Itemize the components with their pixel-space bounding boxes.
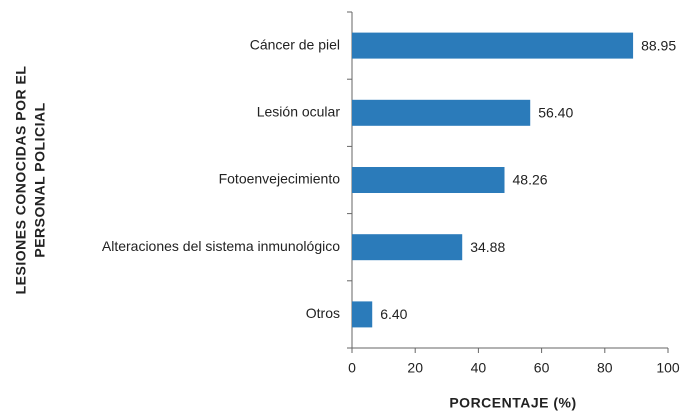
y-tick-label: Cáncer de piel bbox=[250, 36, 340, 52]
bar bbox=[352, 32, 634, 59]
x-tick-label: 0 bbox=[348, 360, 356, 376]
y-tick-label: Otros bbox=[306, 305, 340, 321]
value-label: 56.40 bbox=[538, 105, 573, 121]
y-axis-label: LESIONES CONOCIDAS POR EL bbox=[13, 66, 29, 295]
value-label: 6.40 bbox=[380, 306, 407, 322]
bar bbox=[352, 234, 463, 261]
bar bbox=[352, 167, 505, 193]
x-axis-label: PORCENTAJE (%) bbox=[449, 395, 576, 411]
x-tick-label: 20 bbox=[407, 360, 423, 376]
value-label: 88.95 bbox=[641, 37, 676, 53]
y-tick-label: Lesión ocular bbox=[257, 104, 341, 120]
x-tick-label: 100 bbox=[656, 360, 680, 376]
x-tick-label: 80 bbox=[597, 360, 613, 376]
y-axis-label: PERSONAL POLICIAL bbox=[32, 102, 48, 257]
y-tick-label: Alteraciones del sistema inmunológico bbox=[102, 238, 340, 254]
x-tick-label: 40 bbox=[471, 360, 487, 376]
bar bbox=[352, 301, 373, 328]
x-tick-label: 60 bbox=[534, 360, 550, 376]
value-label: 48.26 bbox=[513, 172, 548, 188]
value-label: 34.88 bbox=[470, 239, 505, 255]
bar bbox=[352, 99, 531, 126]
y-tick-label: Fotoenvejecimiento bbox=[219, 171, 341, 187]
